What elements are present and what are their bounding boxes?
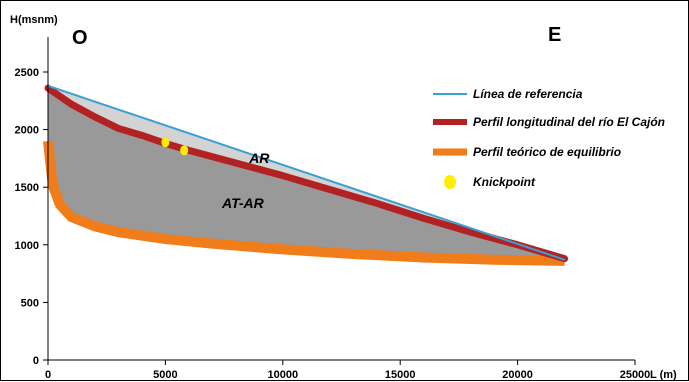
y-tick-label: 1000 [15, 240, 39, 252]
legend-equilibrium-profile-label: Perfil teórico de equilibrio [473, 145, 621, 159]
area-annotation: AT-AR [221, 195, 265, 211]
knickpoint-marker [180, 145, 189, 156]
legend-knickpoint-swatch [444, 175, 456, 189]
equilibrium-profile-line [43, 140, 565, 266]
y-tick-label: 500 [21, 297, 39, 309]
river-profile-line [44, 84, 569, 263]
x-tick-label: 5000 [153, 369, 177, 381]
x-tick-label: 15000 [385, 369, 416, 381]
reference-line [47, 84, 565, 261]
x-tick-label: 25000 [620, 369, 651, 381]
west-label: O [72, 27, 88, 49]
y-tick-label: 2500 [15, 67, 39, 79]
legend-knickpoint-label: Knickpoint [473, 175, 536, 189]
x-tick-label: 10000 [268, 369, 299, 381]
at-ar-area [48, 88, 565, 261]
y-axis-title: H(msnm) [10, 14, 58, 26]
legend-reference-label: Línea de referencia [473, 87, 583, 101]
legend-river-profile-label: Perfil longitudinal del río El Cajón [473, 115, 665, 129]
y-tick-label: 0 [33, 355, 39, 367]
x-tick-label: 20000 [502, 369, 533, 381]
x-tick-label: 0 [45, 369, 51, 381]
y-tick-label: 1500 [15, 182, 39, 194]
x-axis-title: L (m) [650, 369, 677, 381]
knickpoint-marker [161, 137, 170, 148]
y-tick-label: 2000 [15, 125, 39, 137]
east-label: E [548, 24, 561, 46]
area-annotation: AR [248, 150, 270, 166]
